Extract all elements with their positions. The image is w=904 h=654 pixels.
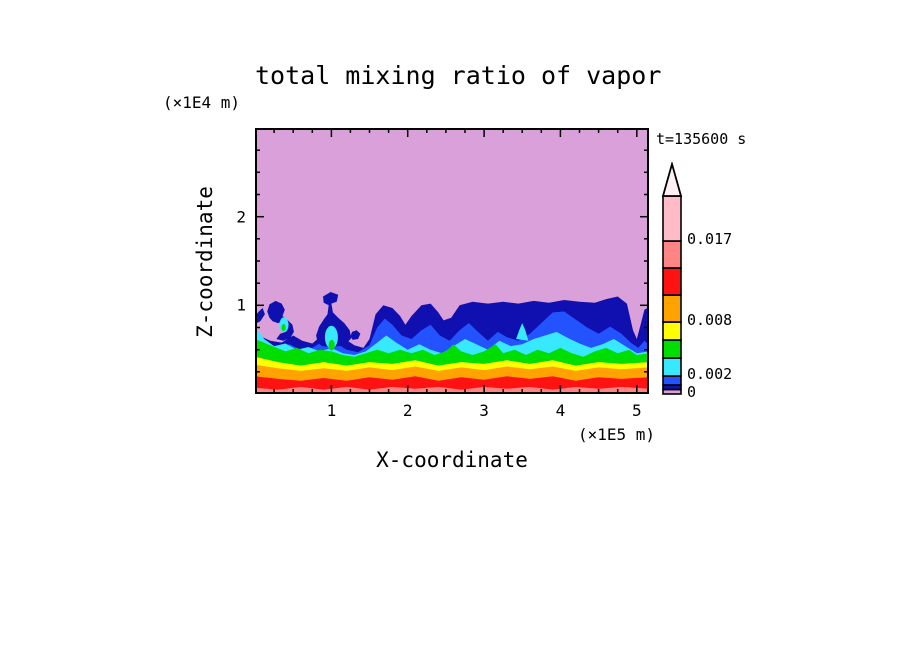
x-tick-label: 2 — [402, 401, 413, 420]
contour-plot — [255, 128, 649, 394]
colorbar-label: 0.002 — [687, 365, 733, 383]
x-tick-label: 1 — [326, 401, 337, 420]
colorbar-label: 0.008 — [687, 311, 733, 329]
colorbar-label: 0.017 — [687, 230, 733, 248]
x-axis-unit-label: (×1E5 m) — [577, 425, 655, 444]
z-tick-label: 2 — [236, 207, 246, 227]
plot-title: total mixing ratio of vapor — [255, 61, 662, 90]
x-tick-label: 4 — [555, 401, 566, 420]
z-tick-label: 1 — [236, 295, 246, 315]
x-axis-label: X-coordinate — [376, 448, 528, 472]
x-tick-label: 5 — [631, 401, 642, 420]
time-annotation: t=135600 s — [656, 130, 747, 148]
z-axis-unit-label: (×1E4 m) — [163, 93, 241, 112]
z-axis-label: Z-coordinate — [193, 186, 217, 338]
colorbar-label: 0 — [687, 383, 697, 401]
x-tick-label: 3 — [479, 401, 489, 420]
colorbar — [661, 162, 683, 395]
